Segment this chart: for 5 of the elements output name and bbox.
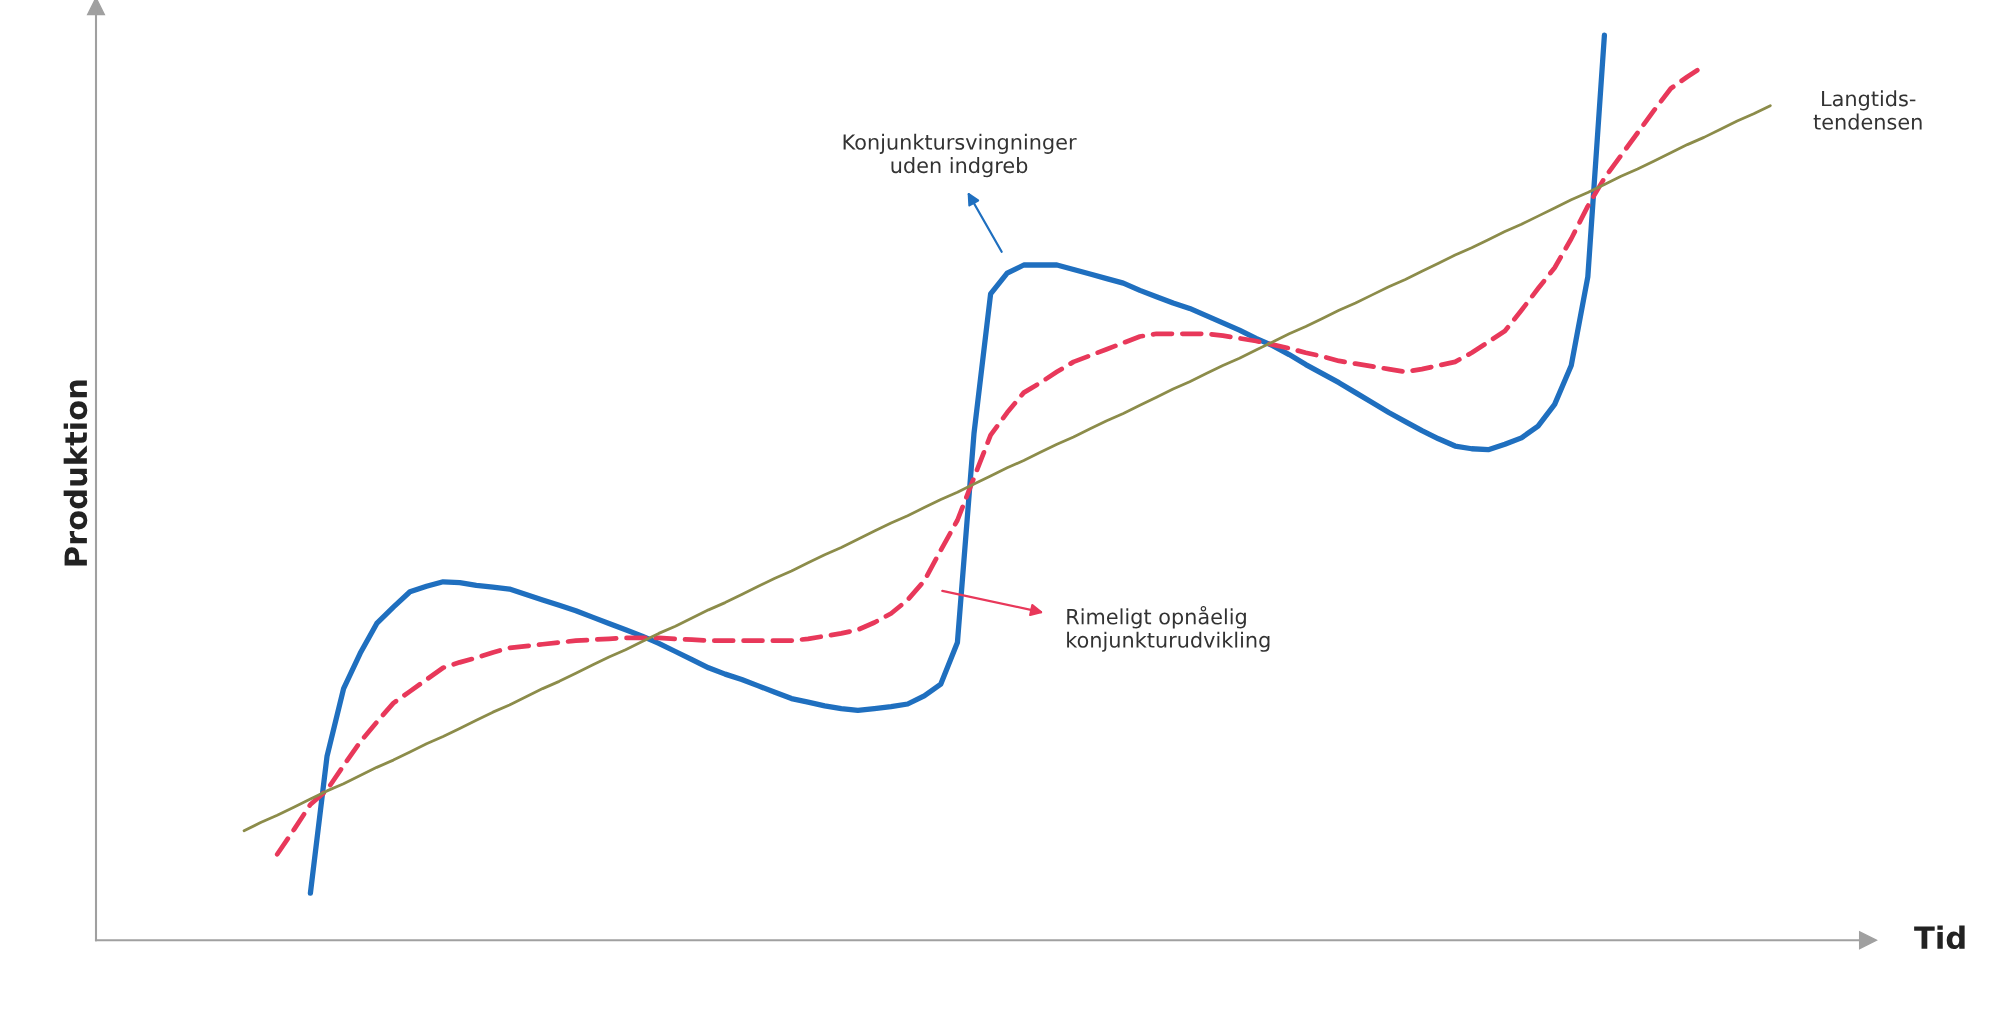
text: Langtids- tendensen <box>1813 90 1922 130</box>
y-axis-title: Produktion <box>63 380 88 566</box>
annotation: Rimeligt opnåelig konjunkturudvikling <box>1067 605 1270 652</box>
x-axis-title: Tid <box>1914 925 1965 950</box>
annotation: Konjunktursvingninger uden indgreb <box>843 133 1077 178</box>
